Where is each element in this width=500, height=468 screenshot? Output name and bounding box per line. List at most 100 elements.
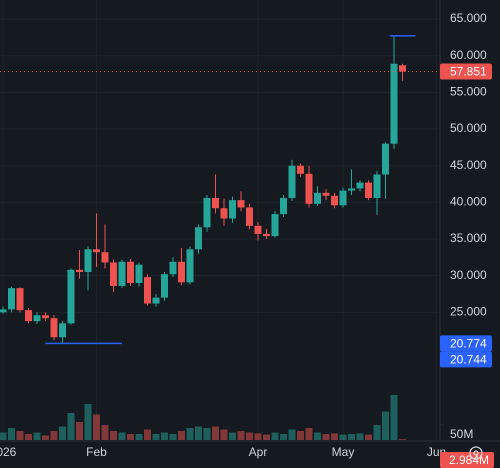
candle-body: [84, 249, 92, 273]
volume-bar: [305, 428, 313, 440]
volume-bar: [390, 395, 398, 440]
candle-body: [8, 288, 15, 310]
candle-body: [348, 188, 355, 191]
volume-bar: [0, 432, 7, 440]
candle-body: [101, 252, 109, 263]
candle-body: [118, 261, 126, 286]
y-tick-label: 55.000: [450, 85, 487, 99]
settings-gear[interactable]: [469, 446, 483, 460]
volume-bar: [118, 432, 126, 440]
volume-bar: [263, 434, 270, 440]
candle-body: [229, 200, 236, 219]
candle-body: [382, 143, 389, 175]
candle-body: [93, 249, 100, 253]
volume-bar: [67, 413, 75, 440]
volume-bar: [127, 434, 134, 440]
volume-bar: [297, 431, 304, 440]
candle-body: [339, 190, 347, 206]
candle-body: [76, 269, 83, 273]
volume-bar: [8, 428, 15, 440]
marker-price-label: 20.774: [450, 336, 487, 350]
volume-bar: [365, 434, 372, 440]
volume-bar: [229, 432, 236, 440]
candle-body: [135, 264, 143, 284]
candle-body: [356, 182, 364, 189]
y-tick-label: 30.000: [450, 268, 487, 282]
marker-price-box: [440, 351, 492, 368]
y-tick-label: 25.000: [450, 305, 487, 319]
volume-bar: [50, 431, 58, 440]
volume-bar: [169, 434, 177, 440]
volume-bar: [110, 431, 117, 440]
candle-body: [254, 225, 262, 234]
x-tick-label: Apr: [249, 445, 268, 459]
volume-bar: [186, 428, 194, 440]
candle-body: [331, 195, 338, 206]
volume-bar: [314, 432, 321, 440]
candle-body: [390, 63, 398, 144]
volume-bar: [33, 432, 41, 440]
volume-bar: [25, 434, 32, 440]
marker-price-label: 20.744: [450, 352, 487, 366]
candle-body: [152, 297, 160, 304]
x-tick-label: Feb: [86, 445, 107, 459]
last-price-box: [440, 63, 492, 80]
volume-bar: [42, 435, 49, 440]
y-tick-label: 45.000: [450, 158, 487, 172]
candle-body: [280, 197, 287, 215]
volume-bar: [178, 431, 185, 440]
volume-bar: [339, 434, 347, 440]
volume-bar: [373, 425, 381, 440]
candle-body: [127, 261, 134, 284]
volume-bar: [322, 434, 330, 440]
y-tick-label: 40.000: [450, 195, 487, 209]
volume-bar: [144, 429, 151, 440]
candle-body: [195, 227, 202, 250]
candle-body: [144, 277, 151, 304]
volume-bar: [356, 433, 364, 440]
volume-bar: [288, 429, 296, 440]
candle-body: [25, 310, 32, 322]
volume-label: 2.984M: [449, 453, 489, 467]
volume-bar: [212, 426, 219, 440]
candle-body: [263, 233, 270, 237]
candle-body: [169, 261, 177, 275]
volume-bar: [84, 404, 92, 440]
last-price-label: 57.851: [450, 65, 487, 79]
candle-body: [161, 274, 168, 298]
volume-bar: [203, 428, 211, 440]
y-tick-label: 50.000: [450, 121, 487, 135]
candle-body: [220, 208, 228, 219]
volume-bar: [220, 429, 228, 440]
candle-body: [246, 207, 253, 226]
candle-body: [365, 182, 372, 198]
volume-bar: [93, 414, 100, 440]
candle-body: [50, 318, 58, 338]
settings-gear-center[interactable]: [473, 450, 479, 456]
candle-body: [42, 315, 49, 319]
candle-body: [271, 214, 279, 237]
volume-bar: [399, 439, 406, 440]
settings-icon[interactable]: [469, 446, 483, 460]
x-tick-label: 2026: [0, 445, 17, 459]
volume-bar: [348, 434, 355, 440]
candle-body: [33, 315, 41, 322]
candle-body: [67, 269, 75, 324]
volume-bar: [161, 432, 168, 440]
candle-body: [212, 197, 219, 209]
candle-body: [373, 174, 381, 198]
volume-bar: [237, 431, 245, 440]
marker-price-box: [440, 335, 492, 352]
volume-bar: [280, 434, 287, 440]
x-tick-label: May: [332, 445, 355, 459]
volume-bar: [271, 432, 279, 440]
candle-body: [399, 65, 406, 72]
candle-body: [16, 288, 24, 311]
candle-body: [186, 249, 194, 283]
candle-body: [0, 309, 7, 313]
volume-bar: [331, 433, 338, 440]
volume-bar: [254, 433, 262, 440]
y-tick-label: 35.000: [450, 231, 487, 245]
